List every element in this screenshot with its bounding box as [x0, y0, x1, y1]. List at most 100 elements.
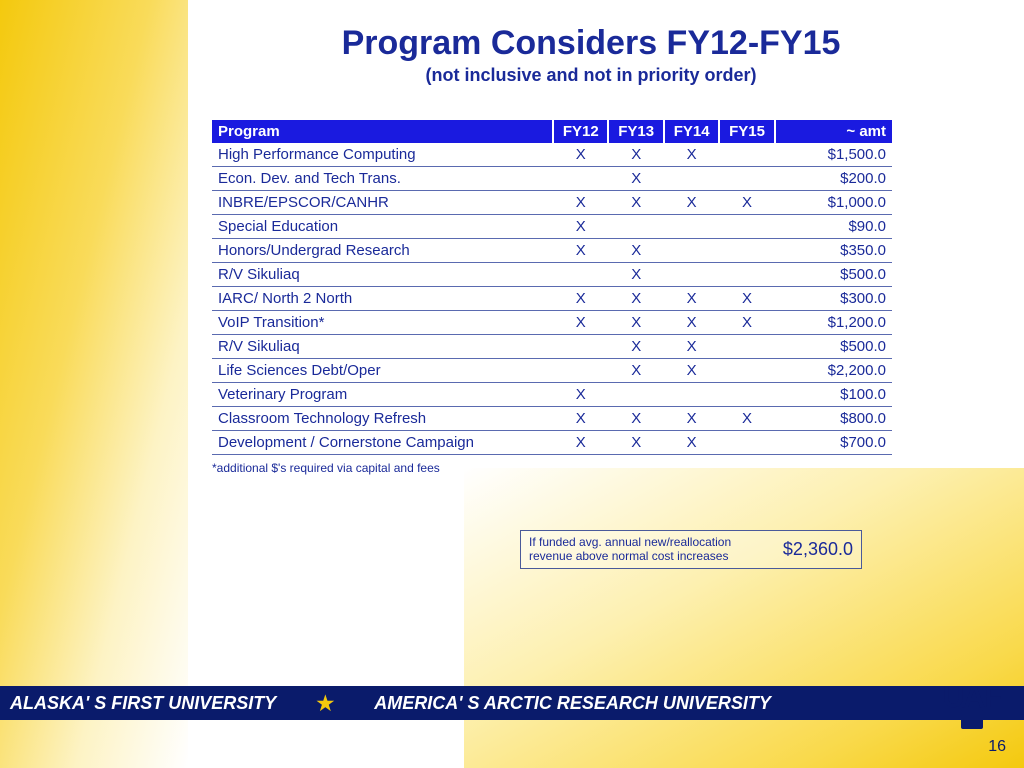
summary-text: If funded avg. annual new/reallocation r…: [529, 535, 771, 564]
footer-right-text: AMERICA' S ARCTIC RESEARCH UNIVERSITY: [374, 693, 771, 714]
cell-fy14: [664, 239, 719, 263]
table-footnote: *additional $'s required via capital and…: [212, 461, 984, 475]
cell-fy15: [719, 215, 774, 239]
cell-program: Classroom Technology Refresh: [212, 407, 553, 431]
cell-fy14: [664, 167, 719, 191]
cell-amt: $500.0: [775, 335, 892, 359]
cell-fy12: [553, 167, 608, 191]
cell-amt: $1,000.0: [775, 191, 892, 215]
table-row: High Performance ComputingXXX$1,500.0: [212, 143, 892, 167]
table-row: Veterinary ProgramX$100.0: [212, 383, 892, 407]
table-row: R/V Sikuliaq XX $500.0: [212, 335, 892, 359]
cell-amt: $200.0: [775, 167, 892, 191]
slide-subtitle: (not inclusive and not in priority order…: [198, 65, 984, 86]
cell-fy12: [553, 335, 608, 359]
gold-sidebar: [0, 0, 188, 768]
cell-program: Econ. Dev. and Tech Trans.: [212, 167, 553, 191]
cell-fy15: X: [719, 407, 774, 431]
summary-box: If funded avg. annual new/reallocation r…: [520, 530, 862, 569]
cell-fy13: X: [608, 191, 663, 215]
table-row: R/V Sikuliaq X $500.0: [212, 263, 892, 287]
cell-fy13: X: [608, 311, 663, 335]
cell-fy12: X: [553, 431, 608, 455]
cell-program: Life Sciences Debt/Oper: [212, 359, 553, 383]
cell-fy15: [719, 431, 774, 455]
slide-content: Program Considers FY12-FY15 (not inclusi…: [188, 0, 1024, 680]
cell-fy15: [719, 167, 774, 191]
cell-amt: $700.0: [775, 431, 892, 455]
cell-fy15: [719, 239, 774, 263]
table-row: Econ. Dev. and Tech Trans. X $200.0: [212, 167, 892, 191]
page-number: 16: [988, 738, 1006, 756]
cell-fy12: X: [553, 287, 608, 311]
slide-title: Program Considers FY12-FY15: [198, 24, 984, 63]
bear-icon: [961, 707, 983, 729]
table-row: Development / Cornerstone CampaignXXX$70…: [212, 431, 892, 455]
cell-program: Veterinary Program: [212, 383, 553, 407]
table-row: Classroom Technology RefreshXXXX$800.0: [212, 407, 892, 431]
table-header-row: Program FY12 FY13 FY14 FY15 ~ amt: [212, 120, 892, 143]
cell-fy14: X: [664, 431, 719, 455]
col-fy12: FY12: [553, 120, 608, 143]
cell-fy12: X: [553, 215, 608, 239]
cell-fy14: X: [664, 359, 719, 383]
cell-fy12: X: [553, 311, 608, 335]
table-row: VoIP Transition*XXXX$1,200.0: [212, 311, 892, 335]
cell-fy13: X: [608, 239, 663, 263]
col-fy13: FY13: [608, 120, 663, 143]
cell-fy13: X: [608, 263, 663, 287]
cell-fy13: X: [608, 359, 663, 383]
cell-fy12: X: [553, 191, 608, 215]
cell-fy13: X: [608, 167, 663, 191]
cell-fy12: X: [553, 143, 608, 167]
cell-program: High Performance Computing: [212, 143, 553, 167]
cell-amt: $800.0: [775, 407, 892, 431]
cell-fy15: X: [719, 191, 774, 215]
cell-amt: $2,200.0: [775, 359, 892, 383]
cell-fy13: [608, 383, 663, 407]
cell-program: Honors/Undergrad Research: [212, 239, 553, 263]
cell-fy15: X: [719, 287, 774, 311]
cell-fy15: [719, 359, 774, 383]
cell-fy14: X: [664, 311, 719, 335]
cell-program: Special Education: [212, 215, 553, 239]
cell-fy12: [553, 263, 608, 287]
cell-fy14: X: [664, 287, 719, 311]
cell-amt: $1,500.0: [775, 143, 892, 167]
star-icon: ★: [316, 691, 334, 716]
table-row: Special EducationX$90.0: [212, 215, 892, 239]
cell-fy12: X: [553, 239, 608, 263]
footer-left-text: ALASKA' S FIRST UNIVERSITY: [10, 693, 276, 714]
cell-fy13: X: [608, 335, 663, 359]
table-row: Honors/Undergrad ResearchXX$350.0: [212, 239, 892, 263]
cell-fy14: [664, 383, 719, 407]
program-table: Program FY12 FY13 FY14 FY15 ~ amt High P…: [212, 120, 892, 455]
cell-fy15: [719, 143, 774, 167]
cell-fy14: [664, 263, 719, 287]
summary-amount: $2,360.0: [771, 539, 853, 560]
col-fy15: FY15: [719, 120, 774, 143]
cell-fy14: X: [664, 407, 719, 431]
cell-program: INBRE/EPSCOR/CANHR: [212, 191, 553, 215]
cell-amt: $100.0: [775, 383, 892, 407]
uaf-logo: UAF: [932, 680, 1012, 734]
cell-fy14: X: [664, 335, 719, 359]
cell-fy13: X: [608, 407, 663, 431]
cell-fy13: [608, 215, 663, 239]
cell-amt: $500.0: [775, 263, 892, 287]
cell-fy15: X: [719, 311, 774, 335]
cell-program: R/V Sikuliaq: [212, 263, 553, 287]
cell-program: R/V Sikuliaq: [212, 335, 553, 359]
cell-fy14: [664, 215, 719, 239]
cell-amt: $1,200.0: [775, 311, 892, 335]
cell-fy15: [719, 263, 774, 287]
cell-fy13: X: [608, 287, 663, 311]
cell-program: VoIP Transition*: [212, 311, 553, 335]
table-row: INBRE/EPSCOR/CANHRXXXX$1,000.0: [212, 191, 892, 215]
cell-fy12: X: [553, 407, 608, 431]
cell-fy15: [719, 335, 774, 359]
cell-program: IARC/ North 2 North: [212, 287, 553, 311]
col-program: Program: [212, 120, 553, 143]
cell-amt: $300.0: [775, 287, 892, 311]
cell-amt: $350.0: [775, 239, 892, 263]
